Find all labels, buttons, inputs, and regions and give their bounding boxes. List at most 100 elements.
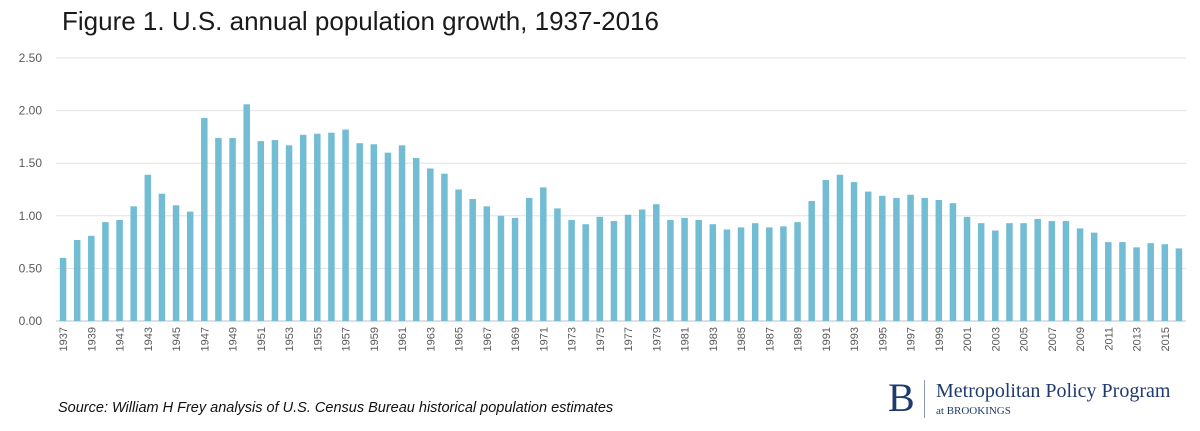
x-tick-label: 1979: [651, 327, 663, 351]
bar-1968: [497, 215, 505, 321]
x-tick-label: 1973: [567, 327, 579, 351]
bar-1943: [144, 174, 152, 321]
x-tick-label: 1951: [256, 327, 268, 351]
bar-1975: [596, 216, 604, 321]
x-tick-label: 1957: [341, 327, 353, 351]
bar-1960: [384, 152, 392, 321]
bar-2015: [1161, 244, 1169, 321]
bar-1947: [201, 117, 208, 322]
y-tick-label: 2.50: [19, 51, 43, 65]
x-tick-label: 1967: [482, 327, 494, 351]
bar-1952: [271, 140, 279, 321]
bar-1984: [723, 229, 731, 321]
bar-1964: [441, 173, 448, 321]
bar-2000: [949, 203, 957, 321]
bar-1973: [568, 220, 575, 321]
bar-1940: [102, 222, 109, 321]
x-tick-label: 2013: [1132, 327, 1144, 351]
program-subtitle: at BROOKINGS: [936, 405, 1011, 417]
brookings-logo: B Metropolitan Policy Program at BROOKIN…: [888, 376, 1188, 422]
x-tick-label: 2015: [1160, 327, 1172, 351]
bar-1972: [554, 208, 561, 321]
bar-1994: [864, 191, 872, 321]
x-tick-label: 1999: [934, 327, 946, 351]
logo-divider: [924, 380, 925, 418]
bar-1945: [172, 205, 180, 321]
bar-2010: [1090, 232, 1098, 321]
bar-1969: [511, 217, 519, 321]
bar-1989: [794, 222, 801, 321]
x-tick-label: 1959: [369, 327, 381, 351]
bar-1938: [73, 239, 81, 321]
bar-1942: [130, 206, 137, 321]
gridlines: [56, 57, 1186, 322]
bar-1982: [695, 220, 702, 321]
bar-1962: [412, 157, 420, 321]
bar-1979: [653, 204, 660, 321]
bar-1971: [540, 187, 547, 321]
bar-1963: [427, 168, 434, 321]
x-tick-label: 1971: [538, 327, 550, 351]
y-tick-label: 1.00: [19, 209, 43, 223]
bar-2004: [1006, 223, 1013, 321]
bar-1950: [243, 104, 250, 322]
bar-2012: [1119, 242, 1126, 321]
x-tick-label: 1995: [877, 327, 889, 351]
bar-2016: [1175, 248, 1183, 321]
x-tick-label: 2003: [990, 327, 1002, 351]
bar-1949: [229, 137, 236, 321]
bar-2003: [992, 230, 999, 321]
bar-1944: [158, 193, 166, 321]
x-tick-label: 1981: [680, 327, 692, 351]
bars: [59, 104, 1183, 322]
x-tick-label: 1955: [312, 327, 324, 351]
bar-1981: [681, 217, 688, 321]
bar-1937: [59, 257, 67, 321]
bar-1970: [525, 197, 533, 321]
x-tick-label: 1945: [171, 327, 183, 351]
bar-1999: [935, 200, 943, 321]
y-tick-label: 2.00: [19, 104, 43, 118]
y-tick-label: 0.50: [19, 261, 43, 275]
x-tick-label: 1947: [199, 327, 211, 351]
bar-1993: [850, 182, 858, 321]
bar-2011: [1105, 242, 1112, 321]
bar-1941: [116, 220, 123, 321]
x-tick-label: 1997: [906, 327, 918, 351]
bar-2009: [1076, 228, 1084, 321]
x-tick-label: 1961: [397, 327, 409, 351]
x-tick-label: 1965: [454, 327, 466, 351]
bar-1997: [907, 194, 914, 321]
x-tick-label: 1941: [115, 327, 127, 351]
bar-2013: [1133, 247, 1140, 321]
x-tick-label: 2011: [1103, 327, 1115, 351]
bar-1988: [780, 226, 787, 321]
x-tick-label: 1953: [284, 327, 296, 351]
x-tick-label: 2009: [1075, 327, 1087, 351]
bar-1956: [328, 132, 335, 321]
bar-1991: [822, 180, 830, 321]
x-tick-label: 1977: [623, 327, 635, 351]
x-tick-label: 1939: [86, 327, 98, 351]
x-tick-label: 1943: [143, 327, 155, 351]
x-tick-label: 1987: [764, 327, 776, 351]
bar-1967: [483, 206, 491, 321]
y-tick-label: 0.00: [19, 314, 43, 328]
bar-2014: [1147, 243, 1154, 321]
bar-1951: [257, 141, 265, 321]
bar-1957: [342, 129, 349, 321]
bar-2006: [1034, 218, 1041, 321]
bar-1961: [398, 145, 406, 321]
bar-1974: [582, 224, 589, 321]
bar-2008: [1062, 221, 1070, 321]
bar-1986: [751, 223, 759, 321]
bar-2007: [1048, 221, 1056, 321]
bar-1955: [314, 133, 321, 321]
chart-title: Figure 1. U.S. annual population growth,…: [62, 6, 659, 36]
x-tick-label: 1937: [58, 327, 70, 351]
bar-1939: [88, 235, 95, 321]
bar-1998: [921, 197, 928, 321]
bar-1985: [737, 227, 745, 321]
y-axis-ticks: 0.00 0.50 1.00 1.50 2.00 2.50: [19, 51, 43, 328]
bar-1977: [624, 214, 632, 321]
